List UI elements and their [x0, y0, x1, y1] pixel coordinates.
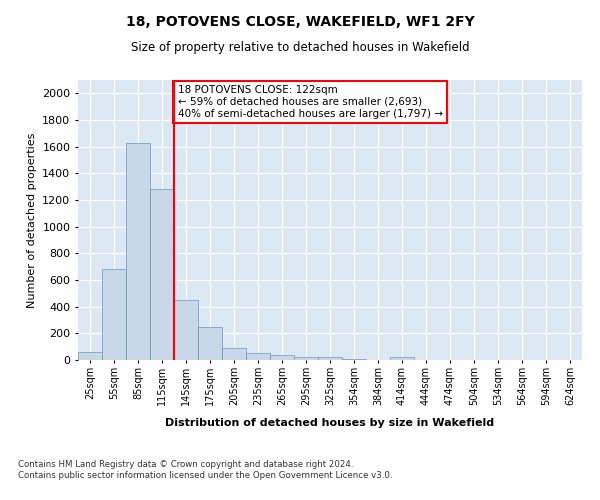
- Bar: [150, 188, 174, 360]
- Y-axis label: Number of detached properties: Number of detached properties: [26, 132, 37, 308]
- Text: Size of property relative to detached houses in Wakefield: Size of property relative to detached ho…: [131, 41, 469, 54]
- Bar: [198, 326, 222, 360]
- Text: Distribution of detached houses by size in Wakefield: Distribution of detached houses by size …: [166, 418, 494, 428]
- Bar: [102, 270, 126, 360]
- Bar: [246, 352, 270, 360]
- Bar: [78, 352, 102, 360]
- Bar: [318, 358, 342, 360]
- Bar: [174, 300, 198, 360]
- Text: 18, POTOVENS CLOSE, WAKEFIELD, WF1 2FY: 18, POTOVENS CLOSE, WAKEFIELD, WF1 2FY: [125, 16, 475, 30]
- Text: Contains HM Land Registry data © Crown copyright and database right 2024.
Contai: Contains HM Land Registry data © Crown c…: [18, 460, 392, 479]
- Bar: [270, 356, 294, 360]
- Bar: [342, 358, 366, 360]
- Bar: [390, 358, 414, 360]
- Bar: [126, 142, 150, 360]
- Bar: [294, 356, 318, 360]
- Bar: [222, 348, 246, 360]
- Text: 18 POTOVENS CLOSE: 122sqm
← 59% of detached houses are smaller (2,693)
40% of se: 18 POTOVENS CLOSE: 122sqm ← 59% of detac…: [178, 86, 443, 118]
